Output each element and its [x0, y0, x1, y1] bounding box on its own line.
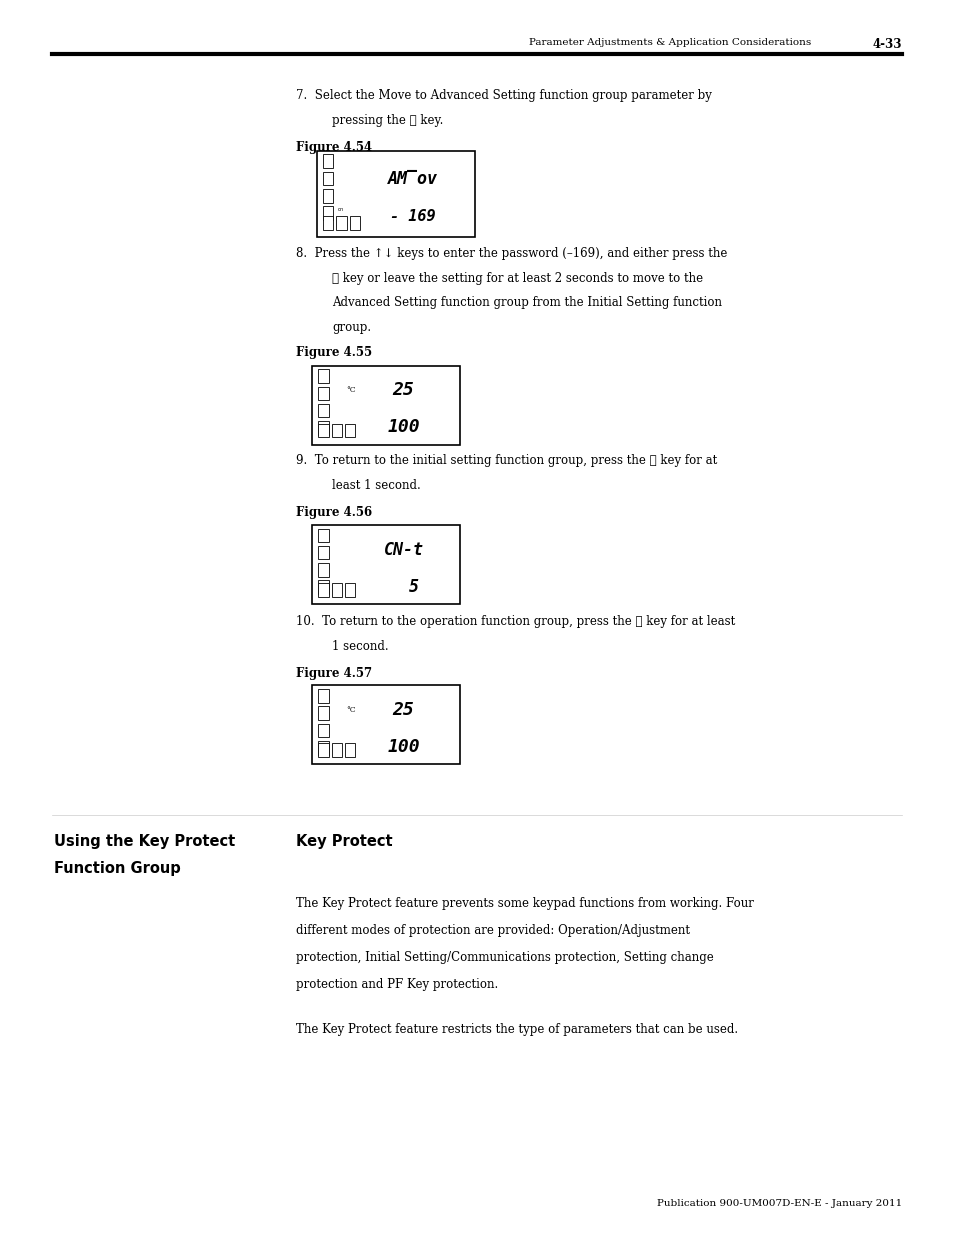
Text: 9.  To return to the initial setting function group, press the ⓞ key for at: 9. To return to the initial setting func… — [295, 454, 717, 468]
Bar — [322, 154, 334, 168]
Text: - 169: - 169 — [390, 209, 436, 224]
Text: 10.  To return to the operation function group, press the ⓞ key for at least: 10. To return to the operation function … — [295, 615, 734, 629]
FancyBboxPatch shape — [313, 366, 460, 445]
Bar — [332, 424, 342, 437]
Text: Function Group: Function Group — [54, 861, 181, 876]
Text: 25: 25 — [393, 382, 414, 399]
Text: 7.  Select the Move to Advanced Setting function group parameter by: 7. Select the Move to Advanced Setting f… — [295, 89, 711, 103]
Text: Advanced Setting function group from the Initial Setting function: Advanced Setting function group from the… — [332, 296, 721, 310]
Bar — [318, 741, 328, 755]
Text: Parameter Adjustments & Application Considerations: Parameter Adjustments & Application Cons… — [529, 38, 811, 47]
Text: group.: group. — [332, 321, 371, 335]
FancyBboxPatch shape — [313, 525, 460, 604]
Bar — [332, 743, 342, 757]
Bar — [345, 424, 355, 437]
Text: CN-t: CN-t — [383, 541, 423, 558]
Text: protection and PF Key protection.: protection and PF Key protection. — [295, 978, 497, 992]
FancyBboxPatch shape — [313, 685, 460, 764]
Text: least 1 second.: least 1 second. — [332, 479, 420, 493]
Text: Using the Key Protect: Using the Key Protect — [54, 834, 235, 848]
Bar — [318, 529, 328, 542]
Bar — [318, 387, 328, 400]
Text: 5: 5 — [388, 578, 418, 595]
Text: AM̅ov: AM̅ov — [388, 170, 437, 188]
Text: pressing the ⓢ key.: pressing the ⓢ key. — [332, 114, 443, 127]
Bar — [318, 706, 328, 720]
Text: protection, Initial Setting/Communications protection, Setting change: protection, Initial Setting/Communicatio… — [295, 951, 713, 965]
Bar — [332, 583, 342, 597]
Bar — [318, 743, 328, 757]
Bar — [335, 216, 347, 230]
Text: on: on — [337, 207, 344, 212]
Bar — [318, 580, 328, 594]
Bar — [318, 404, 328, 417]
Bar — [318, 424, 328, 437]
Text: 1 second.: 1 second. — [332, 640, 388, 653]
Bar — [349, 216, 360, 230]
Bar — [318, 369, 328, 383]
Text: 8.  Press the ↑↓ keys to enter the password (–169), and either press the: 8. Press the ↑↓ keys to enter the passwo… — [295, 247, 726, 261]
Bar — [318, 563, 328, 577]
Bar — [322, 189, 334, 203]
Text: 4-33: 4-33 — [872, 38, 902, 52]
Text: 100: 100 — [387, 419, 419, 436]
Text: different modes of protection are provided: Operation/Adjustment: different modes of protection are provid… — [295, 924, 689, 937]
Bar — [322, 172, 334, 185]
Text: ⓢ key or leave the setting for at least 2 seconds to move to the: ⓢ key or leave the setting for at least … — [332, 272, 702, 285]
Text: 25: 25 — [393, 701, 414, 719]
Text: °C: °C — [345, 387, 355, 394]
Text: 100: 100 — [387, 739, 419, 756]
Text: The Key Protect feature prevents some keypad functions from working. Four: The Key Protect feature prevents some ke… — [295, 897, 753, 910]
Bar — [318, 546, 328, 559]
Text: Figure 4.55: Figure 4.55 — [295, 346, 372, 359]
Text: Figure 4.54: Figure 4.54 — [295, 141, 372, 154]
Text: °C: °C — [345, 706, 355, 714]
Bar — [345, 583, 355, 597]
Text: Publication 900-UM007D-EN-E - January 2011: Publication 900-UM007D-EN-E - January 20… — [657, 1199, 902, 1208]
Bar — [318, 689, 328, 703]
FancyBboxPatch shape — [316, 151, 474, 237]
Text: The Key Protect feature restricts the type of parameters that can be used.: The Key Protect feature restricts the ty… — [295, 1023, 737, 1036]
Text: Figure 4.56: Figure 4.56 — [295, 506, 372, 520]
Bar — [322, 206, 334, 220]
Bar — [318, 583, 328, 597]
Text: Figure 4.57: Figure 4.57 — [295, 667, 372, 680]
Text: Key Protect: Key Protect — [295, 834, 392, 848]
Bar — [318, 724, 328, 737]
Bar — [345, 743, 355, 757]
Bar — [322, 216, 334, 230]
Bar — [318, 421, 328, 435]
